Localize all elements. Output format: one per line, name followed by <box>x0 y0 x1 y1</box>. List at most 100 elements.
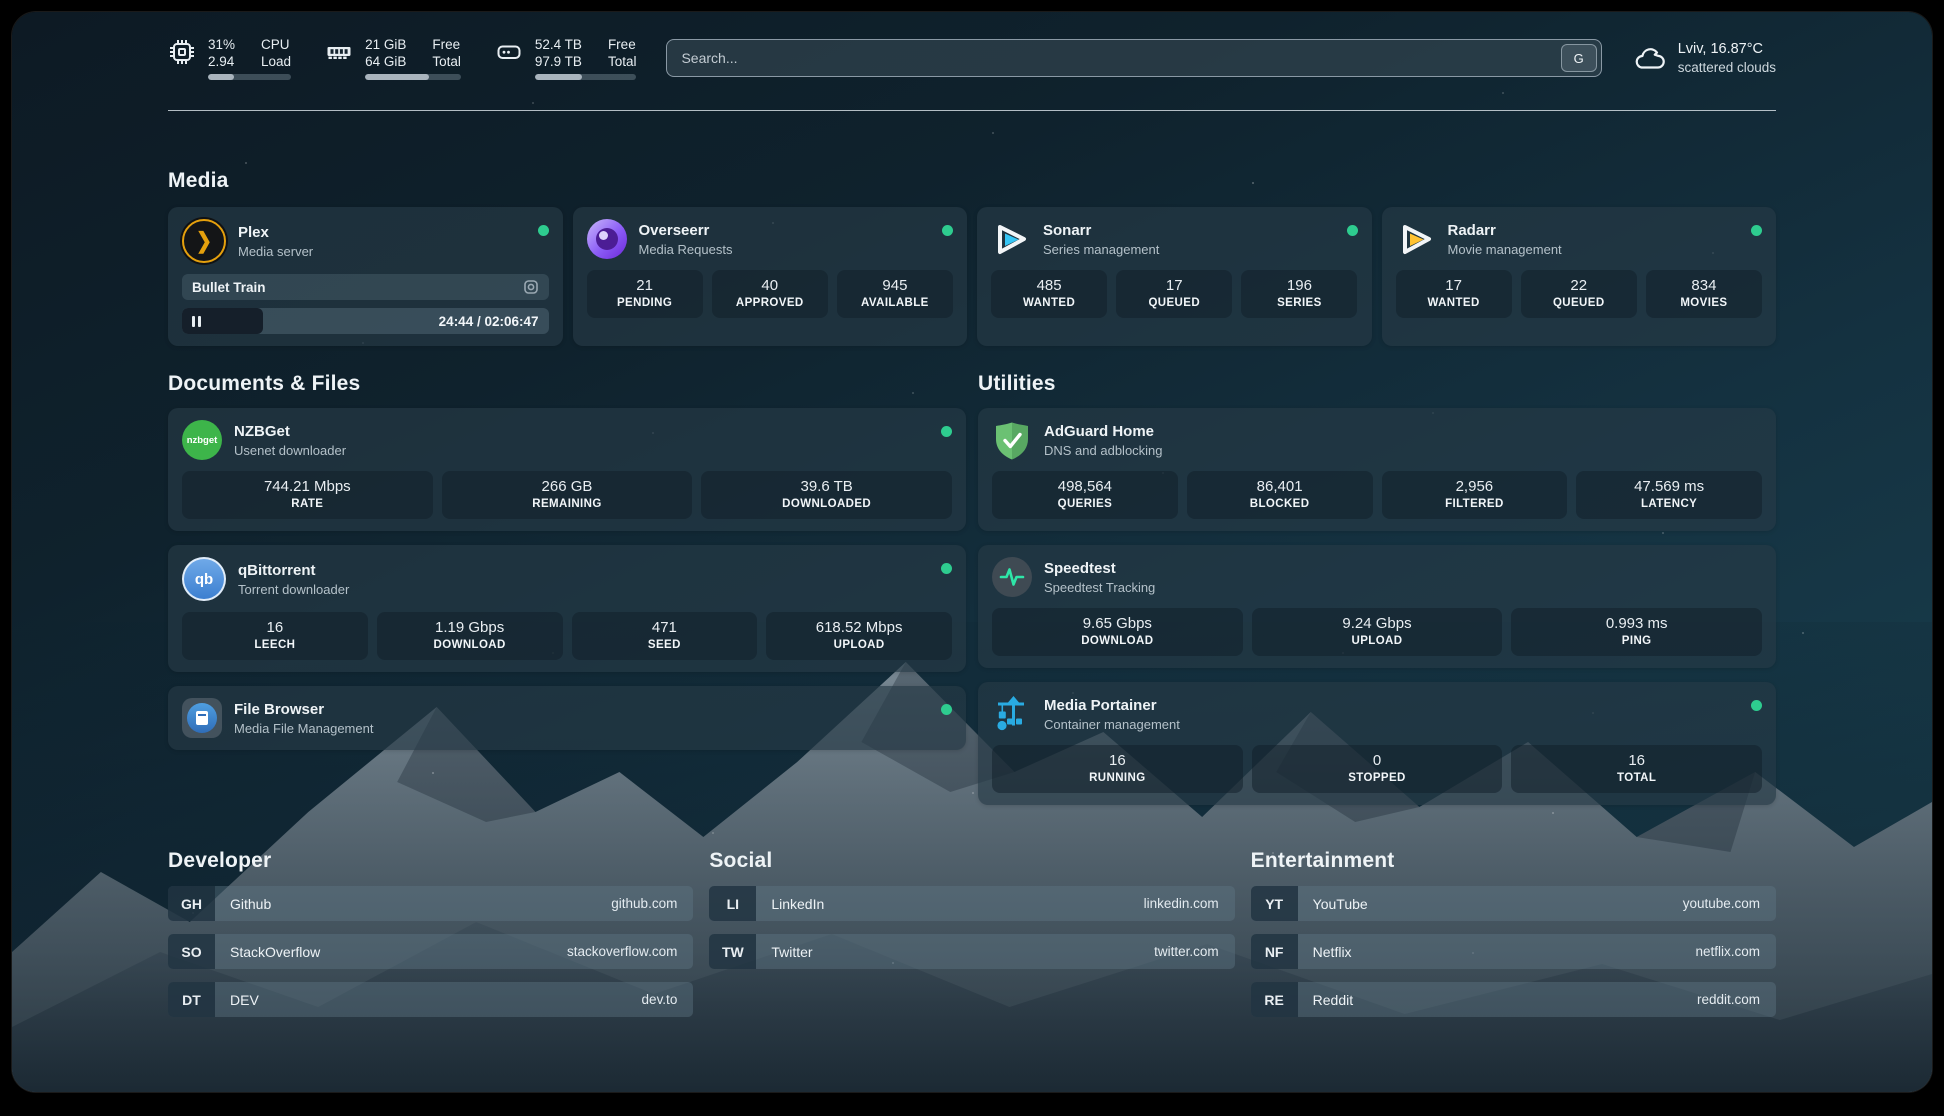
status-online-dot <box>1751 225 1762 236</box>
stat-tile: 266 GB REMAINING <box>441 471 693 519</box>
status-online-dot <box>941 426 952 437</box>
stat-value: 0 <box>1372 752 1382 769</box>
app-name: Radarr <box>1447 221 1496 239</box>
filebrowser-logo-icon <box>182 698 222 738</box>
app-name: Sonarr <box>1043 221 1092 239</box>
app-subtitle: Media File Management <box>234 720 374 736</box>
weather-location-temp: Lviv, 16.87°C <box>1677 40 1764 57</box>
ram-icon <box>325 38 353 66</box>
app-name: Media Portainer <box>1044 696 1157 714</box>
stat-value: 86,401 <box>1256 478 1303 495</box>
utilities-column: Utilities <box>978 372 1776 805</box>
app-name: qBittorrent <box>238 561 316 579</box>
stat-label: SEED <box>647 639 681 651</box>
stat-value: 266 GB <box>541 478 593 495</box>
stat-value: 16 <box>266 619 284 636</box>
stat-label: APPROVED <box>735 297 804 309</box>
search-input[interactable] <box>666 39 1602 77</box>
disk-progress-fill <box>534 74 582 80</box>
app-subtitle: Torrent downloader <box>238 581 350 597</box>
link-github[interactable]: GH Github github.com <box>168 886 694 921</box>
app-subtitle: DNS and adblocking <box>1044 442 1163 458</box>
documents-section-title: Documents & Files <box>168 372 361 395</box>
stat-tile: 9.24 Gbps UPLOAD <box>1251 608 1503 656</box>
cpu-load-value: 2.94 <box>208 54 235 69</box>
radarr-card[interactable]: Radarr Movie management 17 WANTED 22 QUE… <box>1381 207 1776 346</box>
pause-icon <box>192 315 195 327</box>
link-abbr: DT <box>168 982 215 1017</box>
link-youtube[interactable]: YT YouTube youtube.com <box>1250 886 1776 921</box>
entertainment-links-group: Entertainment YT YouTube youtube.com NF … <box>1250 849 1776 1017</box>
qbittorrent-card[interactable]: qb qBittorrent Torrent downloader 16 LEE… <box>168 545 966 672</box>
stat-label: RATE <box>291 498 324 510</box>
search-engine-button[interactable]: G <box>1560 44 1597 72</box>
disk-progress-track <box>534 74 637 80</box>
link-url: github.com <box>611 896 678 911</box>
speedtest-card[interactable]: Speedtest Speedtest Tracking 9.65 Gbps D… <box>978 545 1776 668</box>
ram-free-label: Free <box>432 37 461 52</box>
top-bar: 31% 2.94 CPU Load <box>168 12 1776 80</box>
disk-icon <box>495 38 523 66</box>
status-online-dot <box>941 563 952 574</box>
stat-value: 22 <box>1570 277 1588 294</box>
nzbget-card[interactable]: nzbget NZBGet Usenet downloader 744.21 M… <box>168 408 966 531</box>
portainer-logo-icon <box>992 694 1032 734</box>
portainer-card[interactable]: Media Portainer Container management 16 … <box>978 682 1776 805</box>
sonarr-card[interactable]: Sonarr Series management 485 WANTED 17 Q… <box>977 207 1372 346</box>
link-reddit[interactable]: RE Reddit reddit.com <box>1250 982 1776 1017</box>
stat-label: DOWNLOADED <box>782 498 872 510</box>
link-abbr: RE <box>1250 982 1298 1017</box>
ram-total-label: Total <box>432 54 461 69</box>
weather-condition: scattered clouds <box>1677 59 1776 75</box>
utilities-section-title: Utilities <box>978 372 1056 395</box>
stat-label: PING <box>1621 635 1652 647</box>
stat-label: WANTED <box>1022 297 1076 309</box>
stat-tile: 9.65 Gbps DOWNLOAD <box>992 608 1243 656</box>
radarr-logo-icon <box>1396 219 1436 259</box>
playback-time: 24:44 / 02:06:47 <box>438 313 539 329</box>
plex-card[interactable]: ❯ Plex Media server Bullet Train <box>168 207 563 346</box>
app-subtitle: Speedtest Tracking <box>1044 579 1156 595</box>
weather-widget[interactable]: Lviv, 16.87°C scattered clouds <box>1632 40 1776 77</box>
stat-value: 744.21 Mbps <box>263 478 351 495</box>
playback-progress-bar[interactable]: 24:44 / 02:06:47 <box>182 308 549 334</box>
entertainment-section-title: Entertainment <box>1250 849 1395 872</box>
ram-progress-fill <box>365 74 430 80</box>
stat-tile: 498,564 QUERIES <box>992 471 1178 519</box>
stat-value: 618.52 Mbps <box>815 619 903 636</box>
stat-value: 1.19 Gbps <box>435 619 505 636</box>
sonarr-logo-icon <box>991 219 1031 259</box>
app-subtitle: Media server <box>238 243 314 259</box>
disk-free-label: Free <box>607 37 636 52</box>
app-subtitle: Container management <box>1044 716 1180 732</box>
stat-label: FILTERED <box>1445 498 1504 510</box>
cpu-label: CPU <box>261 37 290 52</box>
stat-tile: 40 APPROVED <box>711 270 828 318</box>
link-netflix[interactable]: NF Netflix netflix.com <box>1250 934 1776 969</box>
link-dev[interactable]: DT DEV dev.to <box>168 982 694 1017</box>
stat-value: 834 <box>1691 277 1717 294</box>
app-subtitle: Media Requests <box>638 241 733 257</box>
link-abbr: LI <box>709 886 757 921</box>
stat-label: RUNNING <box>1089 772 1146 784</box>
stat-value: 196 <box>1286 277 1312 294</box>
link-linkedin[interactable]: LI LinkedIn linkedin.com <box>709 886 1235 921</box>
status-online-dot <box>1751 700 1762 711</box>
cloud-icon <box>1632 43 1666 73</box>
media-section-title: Media <box>168 169 229 192</box>
stat-tile: 485 WANTED <box>991 270 1108 318</box>
now-playing-bar[interactable]: Bullet Train <box>182 274 549 300</box>
stat-label: LATENCY <box>1640 498 1698 510</box>
stat-label: QUERIES <box>1057 498 1113 510</box>
overseerr-card[interactable]: Overseerr Media Requests 21 PENDING 40 A… <box>572 207 967 346</box>
link-url: dev.to <box>641 992 678 1007</box>
stat-value: 39.6 TB <box>800 478 853 495</box>
stat-label: QUEUED <box>1552 297 1605 309</box>
filebrowser-card[interactable]: File Browser Media File Management <box>168 686 966 750</box>
cpu-load-label: Load <box>261 54 292 69</box>
speedtest-logo-icon <box>992 557 1032 597</box>
adguard-card[interactable]: AdGuard Home DNS and adblocking 498,564 … <box>978 408 1776 531</box>
app-name: NZBGet <box>234 422 290 440</box>
link-twitter[interactable]: TW Twitter twitter.com <box>709 934 1235 969</box>
link-stackoverflow[interactable]: SO StackOverflow stackoverflow.com <box>168 934 694 969</box>
